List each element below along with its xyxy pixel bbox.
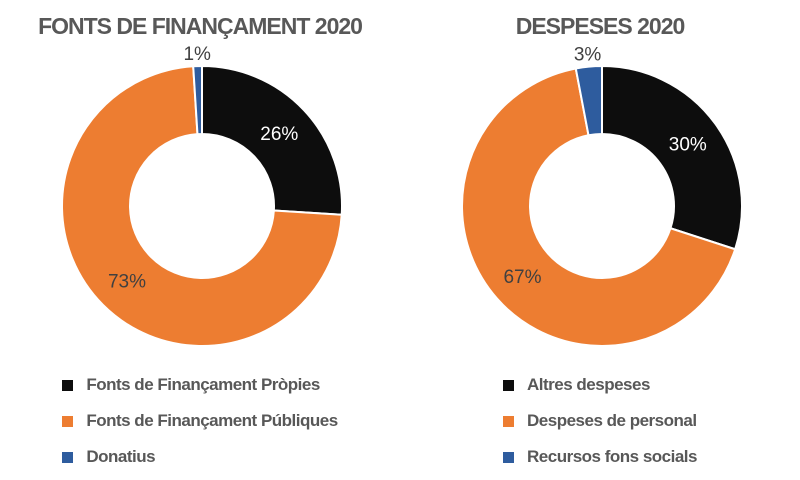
legend: Fonts de Finançament Pròpies Fonts de Fin… [62,372,338,470]
donut-slice [574,65,603,137]
chart-title: FONTS DE FINANÇAMENT 2020 [38,13,363,39]
legend-label: Fonts de Finançament Públiques [86,411,338,430]
donut-slice [601,65,743,251]
chart-title: DESPESES 2020 [515,13,686,39]
donut-slice [461,67,737,347]
legend-swatch [62,451,74,463]
legend-label: Fonts de Finançament Pròpies [86,375,320,394]
legend-swatch [503,451,515,463]
legend-swatch [503,415,515,427]
legend-item: Fonts de Finançament Pròpies [62,372,337,398]
legend-item: Altres despeses [503,372,697,398]
legend-swatch [62,379,74,391]
legend-swatch [503,379,515,391]
slice-data-label: 73% [108,272,146,293]
donut-slice [201,65,343,216]
slice-data-label: 3% [574,44,602,65]
slice-data-label: 1% [183,44,211,65]
slice-data-label: 26% [260,124,298,145]
legend-item: Fonts de Finançament Públiques [62,408,338,434]
legend-swatch [62,415,74,427]
legend-item: Recursos fons socials [503,444,697,470]
donut-chart: 30% 67% 3% [461,44,743,347]
donut-slice [192,65,203,136]
chart-fonts-de-financament: FONTS DE FINANÇAMENT 2020 26% 73% 1% Fonts… [38,13,363,470]
legend-label: Altres despeses [527,375,650,394]
chart-despeses: DESPESES 2020 30% 67% 3% Altres despeses De… [400,0,800,480]
legend-item: Despeses de personal [503,408,697,434]
donut-slice [61,65,343,347]
slice-data-label: 67% [503,267,541,288]
donut-chart: 26% 73% 1% [61,44,343,347]
legend-label: Despeses de personal [527,411,697,430]
legend-label: Donatius [86,447,156,466]
legend-item: Donatius [62,444,337,470]
legend-label: Recursos fons socials [527,447,697,466]
legend: Altres despeses Despeses de personal Recur… [503,372,697,470]
slice-data-label: 30% [669,134,707,155]
